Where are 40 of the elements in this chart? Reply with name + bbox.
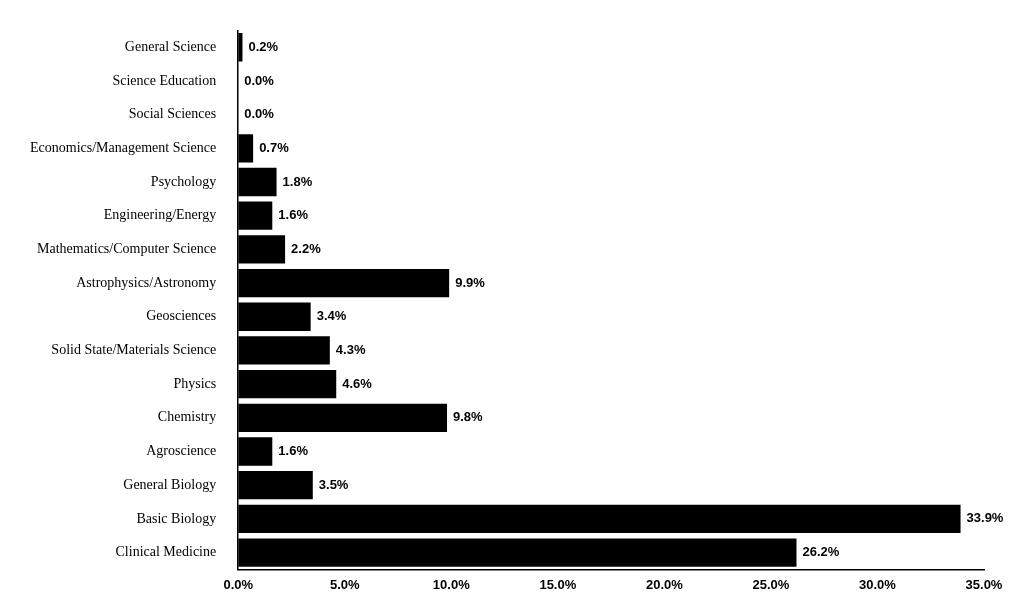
y-tick-label: Chemistry: [157, 409, 217, 425]
data-label: 4.6%: [342, 375, 373, 391]
y-tick-label: Solid State/Materials Science: [51, 342, 217, 358]
y-tick-label: Astrophysics/Astronomy: [76, 274, 217, 290]
y-tick-label: General Biology: [123, 476, 217, 492]
data-label: 33.9%: [966, 510, 1004, 526]
y-tick-label: Economics/Management Science: [29, 139, 217, 155]
data-label: 3.4%: [316, 308, 347, 324]
y-tick-label: Physics: [173, 375, 217, 391]
data-label: 26.2%: [802, 544, 840, 560]
y-tick-label: Clinical Medicine: [115, 544, 217, 560]
x-tick-label: 30.0%: [859, 576, 897, 592]
y-tick-label: Geosciences: [146, 308, 217, 324]
y-tick-label: Mathematics/Computer Science: [36, 241, 217, 257]
y-tick-label: Agroscience: [146, 443, 217, 459]
data-label: 0.2%: [248, 38, 279, 54]
x-tick-label: 20.0%: [645, 576, 684, 592]
x-tick-label: 15.0%: [539, 576, 577, 592]
y-tick-label: Science Education: [112, 72, 217, 88]
data-label: 1.8%: [282, 173, 313, 189]
x-tick-label: 0.0%: [223, 576, 254, 592]
y-tick-label: General Science: [124, 38, 217, 54]
data-label: 1.6%: [278, 443, 309, 459]
y-tick-label: Basic Biology: [136, 510, 217, 526]
x-tick-label: 35.0%: [965, 576, 1003, 592]
data-label: 4.3%: [335, 342, 366, 358]
data-label: 0.0%: [244, 106, 275, 122]
y-tick-label: Social Sciences: [128, 106, 217, 122]
data-label: 9.9%: [455, 274, 486, 290]
data-label: 0.7%: [259, 139, 290, 155]
x-tick-label: 5.0%: [329, 576, 360, 592]
data-label: 9.8%: [453, 409, 484, 425]
y-tick-label: Engineering/Energy: [103, 207, 217, 223]
data-label: 2.2%: [291, 240, 322, 256]
data-label: 1.6%: [278, 207, 309, 223]
y-tick-label: Psychology: [150, 173, 217, 189]
data-label: 0.0%: [244, 72, 275, 88]
data-label: 3.5%: [318, 476, 349, 492]
x-tick-label: 10.0%: [432, 576, 471, 592]
x-tick-label: 25.0%: [752, 576, 790, 592]
